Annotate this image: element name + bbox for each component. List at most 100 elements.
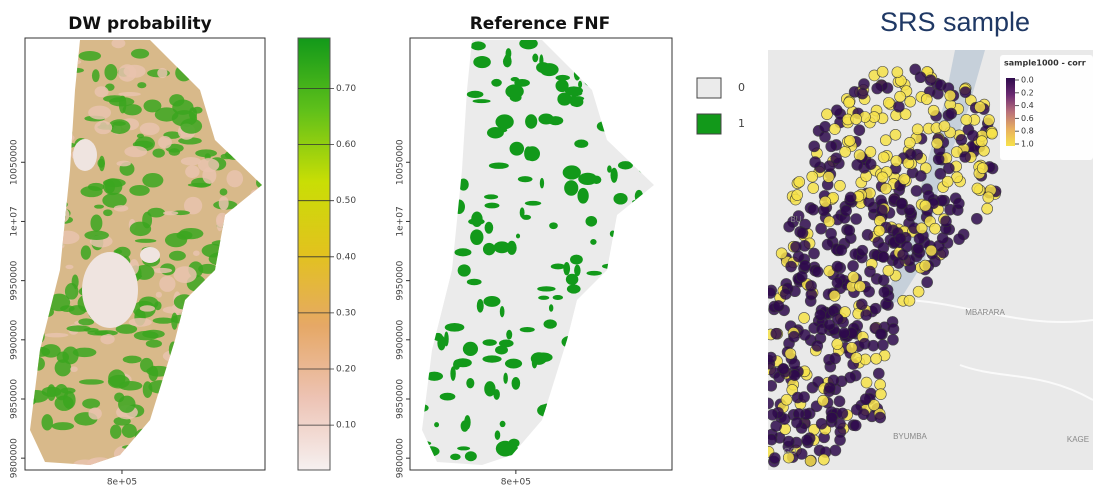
sample-point xyxy=(835,435,846,446)
forest-patch xyxy=(40,262,59,268)
forest-patch xyxy=(195,149,217,157)
colorbar-tick-label: 0.30 xyxy=(336,308,356,318)
forest-patch xyxy=(656,89,670,98)
sample-point xyxy=(896,198,907,209)
forest-patch xyxy=(111,38,125,48)
forest-patch xyxy=(547,418,564,423)
forest-patch xyxy=(44,82,51,94)
forest-patch xyxy=(519,38,538,50)
sample-point xyxy=(904,137,915,148)
forest-patch xyxy=(82,399,100,409)
forest-patch xyxy=(584,76,599,87)
sample-point xyxy=(983,192,994,203)
forest-patch xyxy=(654,333,673,342)
forest-patch xyxy=(196,413,203,421)
forest-patch xyxy=(218,321,236,329)
forest-patch xyxy=(198,322,223,327)
forest-patch xyxy=(26,222,44,226)
sample-point xyxy=(841,205,852,216)
forest-patch xyxy=(453,199,465,214)
sample-point xyxy=(858,409,869,420)
forest-patch xyxy=(222,385,244,400)
dw-map xyxy=(15,31,270,475)
forest-patch xyxy=(238,410,263,418)
forest-patch xyxy=(649,341,663,356)
forest-patch xyxy=(104,64,117,80)
forest-patch xyxy=(146,340,162,348)
forest-patch xyxy=(159,447,171,451)
sample-point xyxy=(891,155,902,166)
forest-patch xyxy=(197,434,208,451)
forest-patch xyxy=(163,211,178,215)
forest-patch xyxy=(18,271,34,277)
forest-patch xyxy=(613,193,627,205)
forest-patch xyxy=(209,291,230,297)
sample-point xyxy=(876,205,887,216)
forest-patch xyxy=(437,214,443,230)
forest-patch xyxy=(426,372,443,381)
forest-patch xyxy=(561,336,579,348)
sample-point xyxy=(765,287,776,298)
sample-point xyxy=(824,216,835,227)
legend-tick-label: 0.6 xyxy=(1021,114,1034,123)
forest-patch xyxy=(122,445,144,450)
sample-point xyxy=(880,183,891,194)
forest-patch xyxy=(88,408,101,420)
sample-point xyxy=(820,131,831,142)
forest-patch xyxy=(574,140,588,148)
forest-patch xyxy=(180,118,202,133)
forest-patch xyxy=(648,111,667,123)
colorbar-tick-label: 0.70 xyxy=(336,84,356,94)
forest-patch xyxy=(463,342,478,356)
sample-point xyxy=(926,245,937,256)
forest-patch xyxy=(436,145,447,161)
forest-patch xyxy=(483,243,495,255)
forest-patch xyxy=(188,444,205,456)
sample-point xyxy=(805,455,816,466)
forest-patch xyxy=(471,41,486,50)
sample-point xyxy=(861,310,872,321)
forest-patch xyxy=(606,463,619,467)
sample-point xyxy=(765,352,776,363)
sample-point xyxy=(878,251,889,262)
forest-patch xyxy=(500,306,505,317)
sample-point xyxy=(925,75,936,86)
sample-point xyxy=(854,125,865,136)
y-tick-label: 1e+07 xyxy=(10,206,20,236)
forest-patch xyxy=(222,399,240,405)
forest-patch xyxy=(229,127,250,142)
forest-patch xyxy=(433,333,443,341)
forest-patch xyxy=(639,166,651,173)
forest-patch xyxy=(424,128,435,141)
forest-patch xyxy=(192,107,202,114)
forest-patch xyxy=(169,342,178,358)
sample-point xyxy=(890,129,901,140)
forest-patch xyxy=(79,379,104,384)
forest-patch xyxy=(644,361,652,368)
sample-point xyxy=(862,229,873,240)
forest-patch xyxy=(137,440,157,457)
forest-patch xyxy=(30,320,37,330)
forest-patch xyxy=(100,334,114,344)
forest-patch xyxy=(450,127,462,140)
sample-point xyxy=(845,372,856,383)
forest-patch xyxy=(109,97,134,106)
forest-patch xyxy=(28,71,36,75)
y-tick-label: 9950000 xyxy=(10,260,20,300)
forest-patch xyxy=(557,385,577,390)
forest-patch xyxy=(414,35,426,49)
forest-patch xyxy=(232,87,248,91)
forest-patch xyxy=(667,65,676,78)
forest-patch xyxy=(212,409,220,424)
forest-patch xyxy=(639,108,648,120)
forest-patch xyxy=(660,190,670,195)
sample-point xyxy=(911,185,922,196)
forest-patch xyxy=(424,169,436,178)
forest-patch xyxy=(235,321,255,338)
forest-patch xyxy=(152,148,164,157)
forest-patch xyxy=(532,54,538,63)
forest-patch xyxy=(487,127,504,138)
forest-patch xyxy=(185,424,197,432)
forest-patch xyxy=(416,441,431,446)
forest-patch xyxy=(446,77,463,82)
